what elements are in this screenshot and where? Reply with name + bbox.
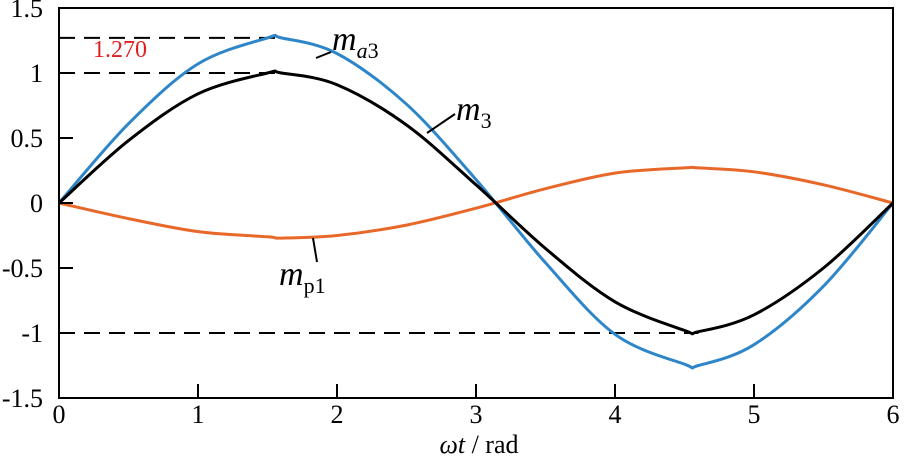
y-tick-label: 0 bbox=[30, 189, 43, 218]
axis-ticks: 0 1 2 3 4 5 6 -1.5 -1 -0.5 0 0.5 1 1.5 bbox=[2, 0, 900, 429]
series-line-m3 bbox=[57, 69, 895, 336]
plot-frame bbox=[58, 7, 894, 399]
series-line-mp1 bbox=[58, 165, 894, 240]
x-tick-label: 2 bbox=[331, 400, 344, 429]
series-lines bbox=[57, 33, 895, 370]
peak-value-annotation: 1.270 bbox=[93, 37, 147, 63]
x-axis-title: ωt / rad bbox=[439, 430, 518, 459]
x-tick-label: 1 bbox=[192, 400, 205, 429]
series-labels: ma3 m3 mp1 bbox=[279, 21, 492, 298]
y-tick-label: 1.5 bbox=[11, 0, 44, 23]
series-label-ma3: ma3 bbox=[332, 21, 379, 63]
y-tick-label: 1 bbox=[30, 59, 43, 88]
label-leader-m3 bbox=[426, 113, 456, 134]
x-tick-label: 3 bbox=[470, 400, 483, 429]
y-tick-label: -0.5 bbox=[2, 254, 43, 283]
series-line-ma3 bbox=[57, 33, 895, 370]
series-label-mp1: mp1 bbox=[279, 256, 326, 298]
label-leader-ma3 bbox=[315, 51, 332, 59]
y-tick-label: -1.5 bbox=[2, 384, 43, 413]
series-label-m3: m3 bbox=[456, 91, 492, 133]
x-tick-label: 4 bbox=[609, 400, 622, 429]
reference-lines bbox=[59, 36, 699, 334]
x-tick-label: 0 bbox=[53, 400, 66, 429]
y-tick-label: -1 bbox=[21, 319, 43, 348]
x-tick-label: 6 bbox=[887, 400, 900, 429]
x-tick-label: 5 bbox=[748, 400, 761, 429]
label-leader-mp1 bbox=[312, 237, 318, 263]
y-tick-label: 0.5 bbox=[11, 124, 44, 153]
